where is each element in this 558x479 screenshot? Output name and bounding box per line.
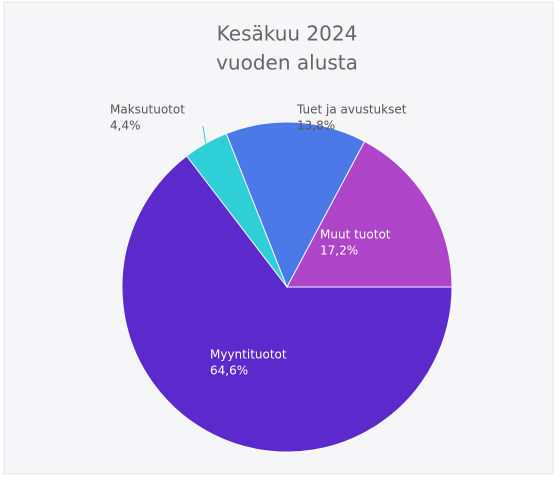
slice-value-label: 4,4% bbox=[110, 119, 141, 133]
slice-label: Myyntituotot bbox=[210, 348, 287, 362]
pie-slice bbox=[121, 155, 453, 453]
pie-slice bbox=[286, 140, 453, 288]
chart-title: vuoden alusta bbox=[216, 51, 358, 75]
pie-slice bbox=[225, 121, 366, 289]
slice-label: Tuet ja avustukset bbox=[296, 103, 407, 117]
slice-value-label: 13,8% bbox=[297, 119, 335, 133]
slice-value-label: 64,6% bbox=[210, 364, 248, 378]
slice-label: Maksutuotot bbox=[110, 103, 185, 117]
slice-label: Muut tuotot bbox=[320, 228, 391, 242]
chart-title: Kesäkuu 2024 bbox=[217, 22, 358, 46]
slice-value-label: 17,2% bbox=[320, 244, 358, 258]
leader-line bbox=[202, 125, 207, 144]
